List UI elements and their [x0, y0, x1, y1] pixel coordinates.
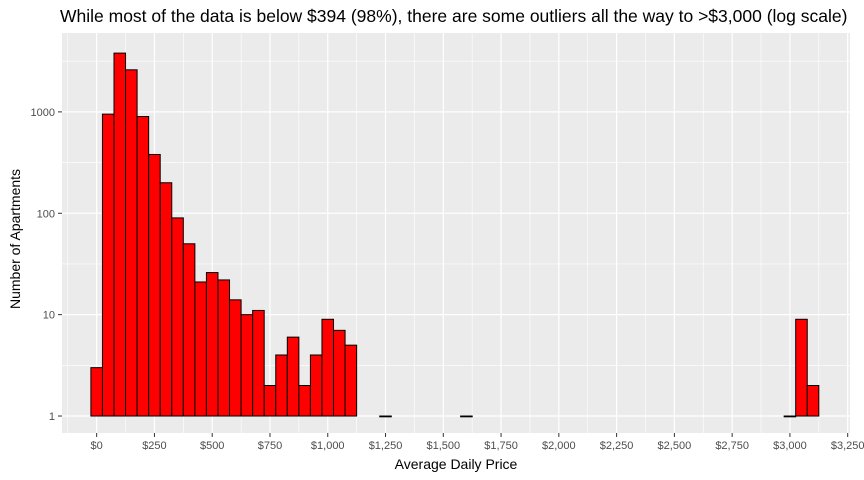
x-tick-label: $3,250 — [831, 440, 864, 452]
histogram-bar — [240, 314, 254, 417]
x-tick-label: $0 — [91, 440, 103, 452]
histogram-bar — [333, 329, 346, 417]
histogram-bar — [344, 344, 358, 417]
x-tick-label: $500 — [200, 440, 224, 452]
histogram-bar — [125, 69, 138, 417]
y-tick-label: 1000 — [31, 107, 55, 119]
x-tick-label: $1,500 — [426, 440, 460, 452]
y-axis: 1 10 100 1000 — [31, 107, 62, 423]
histogram-bar — [171, 217, 184, 417]
histogram-bar — [194, 281, 207, 417]
x-axis: $0 $250 $500 $750 $1,000 $1,250 $1,500 $1,750 $2… — [91, 433, 864, 452]
histogram-bar — [148, 153, 161, 417]
histogram-bar — [263, 385, 277, 417]
y-tick-label: 100 — [37, 208, 55, 220]
y-axis-label: Number of Apartments — [7, 168, 23, 310]
histogram-bars — [90, 52, 820, 418]
histogram-bar — [182, 243, 196, 417]
x-axis-label: Average Daily Price — [394, 456, 518, 472]
histogram-bar — [321, 318, 335, 417]
histogram-bar — [159, 182, 173, 417]
histogram-bar — [298, 385, 311, 417]
histogram-bar — [379, 415, 392, 418]
x-tick-label: $750 — [258, 440, 282, 452]
x-tick-label: $1,000 — [311, 440, 345, 452]
histogram-bar — [795, 318, 808, 417]
histogram-bar — [113, 52, 127, 417]
chart-title: While most of the data is below $394 (98… — [60, 6, 848, 26]
histogram-bar — [783, 415, 797, 418]
x-tick-label: $1,750 — [484, 440, 518, 452]
histogram-bar — [806, 385, 820, 417]
histogram-bar — [252, 309, 265, 417]
y-tick-label: 10 — [43, 310, 55, 322]
histogram-bar — [275, 354, 288, 417]
histogram-bar — [101, 113, 115, 417]
histogram-bar — [136, 116, 150, 417]
x-tick-label: $1,250 — [369, 440, 403, 452]
histogram-bar — [286, 336, 300, 417]
histogram-bar — [217, 279, 231, 417]
x-tick-label: $250 — [142, 440, 166, 452]
x-tick-label: $2,000 — [542, 440, 576, 452]
histogram-bar — [460, 415, 473, 418]
y-tick-label: 1 — [49, 411, 55, 423]
x-tick-label: $2,750 — [715, 440, 749, 452]
x-tick-label: $2,500 — [658, 440, 692, 452]
x-tick-label: $3,000 — [773, 440, 807, 452]
histogram-bar — [229, 299, 242, 417]
histogram-bar — [309, 354, 323, 417]
histogram-bar — [90, 367, 103, 417]
histogram-bar — [205, 272, 219, 417]
x-tick-label: $2,250 — [600, 440, 634, 452]
